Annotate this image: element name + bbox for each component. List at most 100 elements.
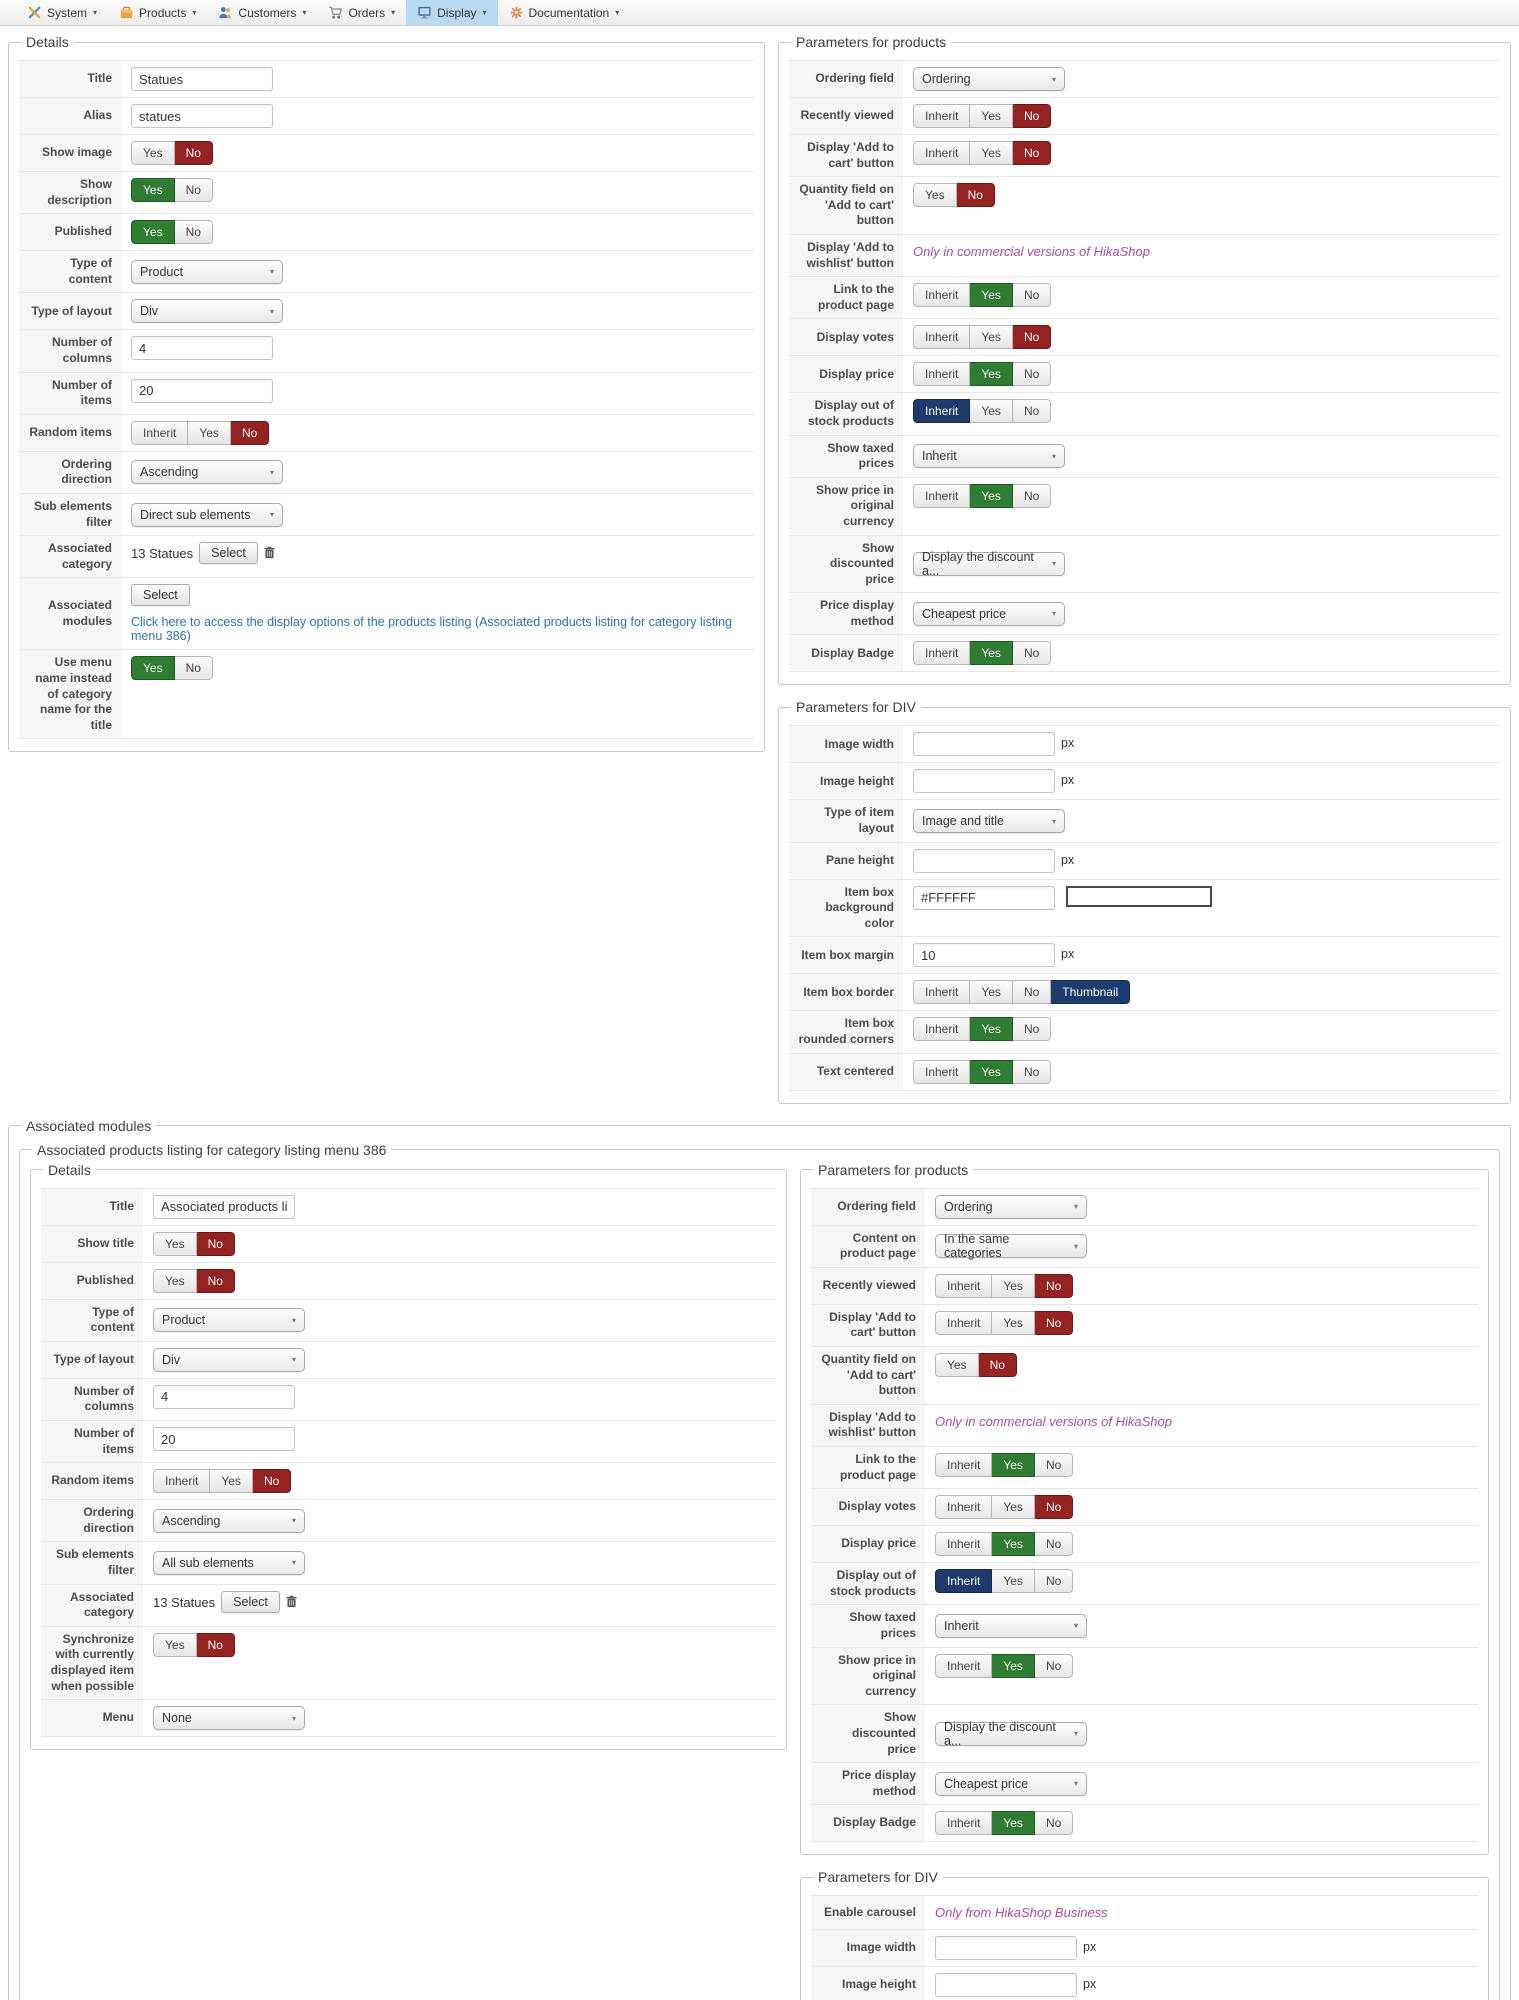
select-sub-elements-filter[interactable]: Direct sub elements ▾ bbox=[131, 502, 283, 527]
select-menu[interactable]: None ▾ bbox=[153, 1706, 305, 1731]
toggle-option-inherit[interactable]: Inherit bbox=[935, 1310, 993, 1335]
select-sub-elements-filter[interactable]: All sub elements ▾ bbox=[153, 1550, 305, 1575]
toggle-option-yes[interactable]: Yes bbox=[131, 178, 175, 202]
toggle-option-inherit[interactable]: Inherit bbox=[913, 1017, 971, 1042]
select-modules-button[interactable]: Select bbox=[131, 584, 190, 607]
toggle-option-yes[interactable]: Yes bbox=[210, 1469, 253, 1494]
menu-item-orders[interactable]: Orders ▾ bbox=[317, 0, 406, 25]
toggle-option-no[interactable]: No bbox=[1012, 641, 1052, 666]
toggle-option-inherit[interactable]: Inherit bbox=[913, 1059, 971, 1084]
toggle-option-no[interactable]: No bbox=[1012, 980, 1052, 1005]
toggle-option-no[interactable]: No bbox=[174, 141, 213, 165]
select-type-of-layout[interactable]: Div ▾ bbox=[131, 299, 283, 324]
toggle-option-inherit[interactable]: Inherit bbox=[935, 1495, 993, 1520]
select-price-display-method[interactable]: Cheapest price ▾ bbox=[913, 601, 1065, 626]
px-input-item-box-margin[interactable] bbox=[913, 943, 1055, 968]
toggle-option-inherit[interactable]: Inherit bbox=[935, 1532, 993, 1557]
toggle-option-no[interactable]: No bbox=[230, 420, 270, 445]
select-type-of-item-layout[interactable]: Image and title ▾ bbox=[913, 809, 1065, 834]
toggle-option-no[interactable]: No bbox=[196, 1231, 235, 1256]
toggle-option-inherit[interactable]: Inherit bbox=[913, 104, 971, 128]
toggle-option-no[interactable]: No bbox=[1034, 1273, 1074, 1298]
toggle-option-inherit[interactable]: Inherit bbox=[935, 1653, 993, 1678]
display-options-link[interactable]: Click here to access the display options… bbox=[131, 615, 732, 644]
toggle-option-inherit[interactable]: Inherit bbox=[913, 325, 971, 350]
toggle-option-yes[interactable]: Yes bbox=[131, 656, 175, 681]
toggle-option-yes[interactable]: Yes bbox=[153, 1268, 197, 1293]
color-input[interactable] bbox=[913, 885, 1055, 910]
select-ordering-field[interactable]: Ordering ▾ bbox=[935, 1194, 1087, 1219]
toggle-option-no[interactable]: No bbox=[1034, 1310, 1074, 1335]
toggle-option-yes[interactable]: Yes bbox=[153, 1231, 197, 1256]
select-ordering-field[interactable]: Ordering ▾ bbox=[913, 67, 1065, 91]
text-input-number-of-columns[interactable] bbox=[153, 1384, 295, 1409]
trash-icon[interactable] bbox=[286, 1591, 297, 1608]
toggle-option-inherit[interactable]: Inherit bbox=[935, 1569, 993, 1594]
toggle-option-yes[interactable]: Yes bbox=[913, 183, 957, 208]
text-input-alias[interactable] bbox=[131, 104, 273, 128]
toggle-option-inherit[interactable]: Inherit bbox=[913, 980, 971, 1005]
toggle-option-yes[interactable]: Yes bbox=[970, 1017, 1013, 1042]
toggle-option-no[interactable]: No bbox=[1012, 104, 1052, 128]
toggle-option-yes[interactable]: Yes bbox=[970, 980, 1013, 1005]
toggle-option-no[interactable]: No bbox=[978, 1353, 1017, 1377]
toggle-option-no[interactable]: No bbox=[174, 656, 213, 681]
select-category-button[interactable]: Select bbox=[221, 1590, 280, 1613]
toggle-option-inherit[interactable]: Inherit bbox=[913, 283, 971, 308]
text-input-title[interactable] bbox=[153, 1194, 295, 1219]
toggle-option-inherit[interactable]: Inherit bbox=[935, 1811, 993, 1836]
px-input-image-height[interactable] bbox=[935, 1973, 1077, 1998]
select-ordering-direction[interactable]: Ascending ▾ bbox=[131, 460, 283, 485]
text-input-number-of-columns[interactable] bbox=[131, 336, 273, 361]
toggle-option-no[interactable]: No bbox=[252, 1469, 292, 1494]
select-show-discounted-price[interactable]: Display the discount a... ▾ bbox=[913, 550, 1065, 578]
toggle-option-no[interactable]: No bbox=[174, 220, 213, 245]
toggle-option-no[interactable]: No bbox=[196, 1268, 235, 1293]
px-input-image-width[interactable] bbox=[935, 1936, 1077, 1961]
toggle-option-yes[interactable]: Yes bbox=[992, 1653, 1035, 1678]
select-type-of-content[interactable]: Product ▾ bbox=[131, 259, 283, 284]
toggle-option-yes[interactable]: Yes bbox=[131, 220, 175, 245]
toggle-option-no[interactable]: No bbox=[1012, 483, 1052, 508]
px-input-image-height[interactable] bbox=[913, 769, 1055, 794]
toggle-option-yes[interactable]: Yes bbox=[992, 1495, 1035, 1520]
toggle-option-yes[interactable]: Yes bbox=[992, 1811, 1035, 1836]
toggle-option-yes[interactable]: Yes bbox=[131, 141, 175, 165]
toggle-option-yes[interactable]: Yes bbox=[970, 325, 1013, 350]
toggle-option-yes[interactable]: Yes bbox=[970, 283, 1013, 308]
select-price-display-method[interactable]: Cheapest price ▾ bbox=[935, 1771, 1087, 1796]
text-input-number-of-items[interactable] bbox=[131, 378, 273, 403]
select-show-taxed-prices[interactable]: Inherit ▾ bbox=[935, 1613, 1087, 1638]
toggle-option-no[interactable]: No bbox=[1012, 1059, 1052, 1084]
select-show-discounted-price[interactable]: Display the discount a... ▾ bbox=[935, 1720, 1087, 1748]
text-input-number-of-items[interactable] bbox=[153, 1427, 295, 1451]
px-input-image-width[interactable] bbox=[913, 732, 1055, 757]
select-ordering-direction[interactable]: Ascending ▾ bbox=[153, 1508, 305, 1533]
toggle-option-no[interactable]: No bbox=[1012, 362, 1052, 387]
toggle-option-inherit[interactable]: Inherit bbox=[913, 399, 971, 424]
toggle-option-yes[interactable]: Yes bbox=[992, 1310, 1035, 1335]
toggle-option-yes[interactable]: Yes bbox=[992, 1452, 1035, 1477]
toggle-option-inherit[interactable]: Inherit bbox=[913, 141, 971, 165]
select-type-of-layout[interactable]: Div ▾ bbox=[153, 1347, 305, 1372]
toggle-option-no[interactable]: No bbox=[1034, 1452, 1074, 1477]
select-type-of-content[interactable]: Product ▾ bbox=[153, 1308, 305, 1333]
toggle-option-yes[interactable]: Yes bbox=[970, 483, 1013, 508]
toggle-option-yes[interactable]: Yes bbox=[992, 1532, 1035, 1557]
toggle-option-inherit[interactable]: Inherit bbox=[935, 1452, 993, 1477]
toggle-option-yes[interactable]: Yes bbox=[970, 141, 1013, 165]
toggle-option-no[interactable]: No bbox=[956, 183, 995, 208]
toggle-option-no[interactable]: No bbox=[1012, 283, 1052, 308]
toggle-option-no[interactable]: No bbox=[1012, 141, 1052, 165]
menu-item-display[interactable]: Display ▾ bbox=[406, 0, 498, 25]
toggle-option-no[interactable]: No bbox=[196, 1632, 235, 1657]
toggle-option-no[interactable]: No bbox=[1034, 1811, 1074, 1836]
toggle-option-yes[interactable]: Yes bbox=[153, 1632, 197, 1657]
toggle-option-yes[interactable]: Yes bbox=[188, 420, 231, 445]
px-input-pane-height[interactable] bbox=[913, 848, 1055, 873]
menu-item-products[interactable]: Products ▾ bbox=[108, 0, 207, 25]
toggle-option-no[interactable]: No bbox=[1034, 1495, 1074, 1520]
toggle-option-no[interactable]: No bbox=[1034, 1653, 1074, 1678]
toggle-option-inherit[interactable]: Inherit bbox=[153, 1469, 211, 1494]
toggle-option-no[interactable]: No bbox=[1034, 1532, 1074, 1557]
